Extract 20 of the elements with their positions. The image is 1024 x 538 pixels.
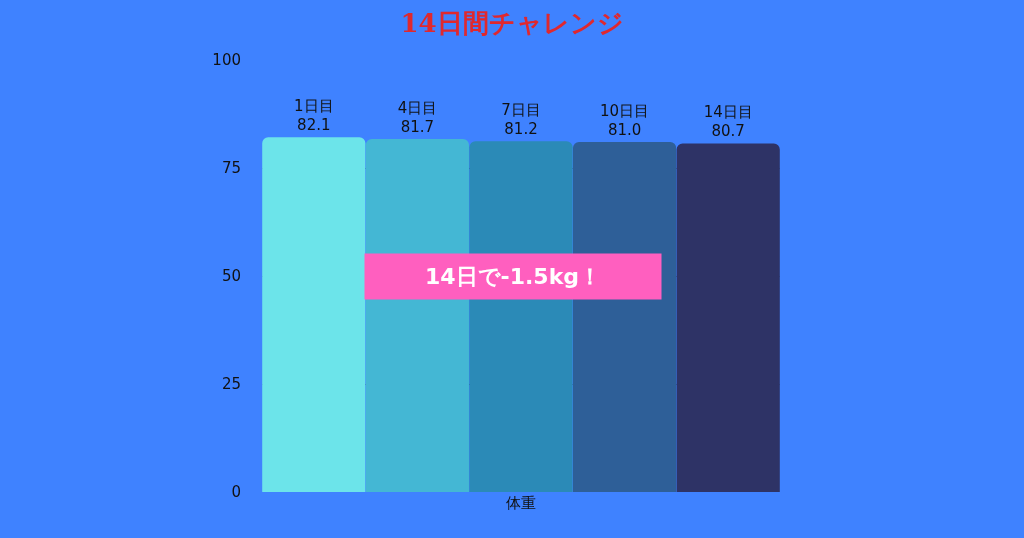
bar — [262, 137, 366, 492]
data-label: 81.7 — [400, 118, 435, 137]
bar — [676, 143, 780, 492]
data-label: 81.0 — [607, 121, 642, 140]
series-label: 1日目 — [294, 96, 334, 115]
x-tick-label: 体重 — [506, 494, 536, 512]
y-tick-label: 0 — [231, 483, 241, 502]
series-label: 4日目 — [397, 98, 438, 117]
y-tick-label: 25 — [221, 375, 241, 394]
chart-title: 14日間チャレンジ — [400, 7, 624, 38]
series-label: 10日目 — [600, 101, 650, 120]
data-label: 80.7 — [711, 122, 745, 141]
y-tick-label: 75 — [221, 159, 241, 178]
series-label: 7日目 — [501, 100, 541, 119]
data-label: 81.2 — [504, 120, 538, 139]
series-label: 14日目 — [703, 102, 753, 121]
data-label: 82.1 — [297, 116, 331, 135]
annotation: 14日で-1.5kg！ — [424, 264, 602, 289]
y-tick-label: 50 — [221, 267, 241, 286]
y-tick-label: 100 — [212, 51, 241, 70]
